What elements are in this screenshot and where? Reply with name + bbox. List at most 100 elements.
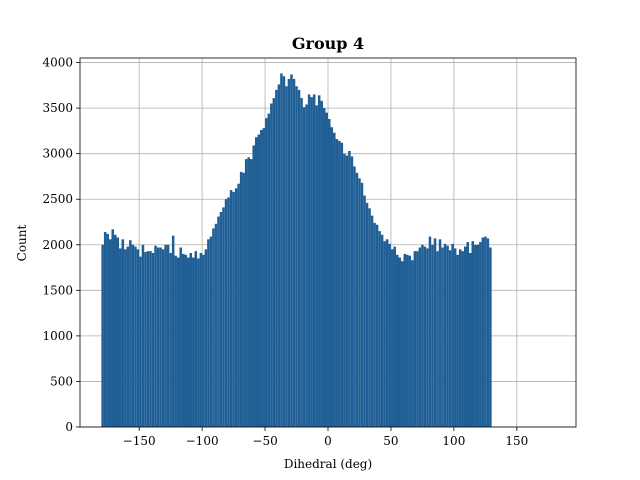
histogram-bar bbox=[116, 237, 120, 427]
histogram-bar bbox=[212, 228, 215, 427]
histogram-bar bbox=[244, 159, 248, 427]
histogram-bar bbox=[287, 78, 291, 427]
histogram-bar bbox=[476, 244, 480, 427]
histogram-bar bbox=[197, 258, 200, 427]
histogram-bar bbox=[423, 246, 427, 427]
histogram-bar bbox=[300, 98, 303, 427]
histogram-bar bbox=[320, 100, 323, 428]
histogram-bar bbox=[489, 247, 492, 427]
histogram-bar bbox=[411, 260, 414, 427]
histogram-bar bbox=[441, 247, 444, 427]
histogram-bar bbox=[171, 235, 175, 427]
histogram-bar bbox=[363, 195, 366, 427]
histogram-bar bbox=[421, 244, 424, 427]
y-tick-label: 0 bbox=[65, 420, 73, 434]
histogram-bar bbox=[262, 128, 266, 427]
y-tick-label: 2500 bbox=[42, 192, 73, 206]
histogram-bar bbox=[277, 84, 281, 427]
histogram-bar bbox=[237, 183, 240, 427]
x-tick-label: 0 bbox=[324, 434, 332, 448]
histogram-bar bbox=[448, 250, 452, 427]
histogram-bar bbox=[242, 172, 245, 427]
histogram-bar bbox=[151, 252, 155, 427]
histogram-bar bbox=[179, 247, 182, 427]
y-tick-label: 3500 bbox=[42, 101, 73, 115]
histogram-bar bbox=[156, 247, 160, 427]
histogram-bar bbox=[181, 253, 185, 427]
histogram-bar bbox=[295, 86, 298, 427]
histogram-bar bbox=[375, 224, 379, 427]
x-tick-label: −100 bbox=[186, 434, 219, 448]
histogram-bar bbox=[232, 191, 235, 427]
histogram-bar bbox=[164, 244, 167, 427]
histogram-bars bbox=[101, 73, 492, 428]
histogram-bar bbox=[161, 249, 165, 427]
histogram-bar bbox=[395, 254, 399, 427]
histogram-bar bbox=[398, 257, 402, 427]
histogram-bar bbox=[345, 155, 349, 427]
histogram-bar bbox=[343, 153, 346, 427]
histogram-bar bbox=[134, 246, 137, 427]
histogram-bar bbox=[360, 182, 364, 427]
histogram-bar bbox=[438, 239, 442, 427]
histogram-bar bbox=[436, 251, 439, 427]
histogram-bar bbox=[257, 134, 261, 428]
y-tick-label: 1000 bbox=[42, 329, 73, 343]
histogram-bar bbox=[176, 257, 180, 427]
histogram-bar bbox=[224, 199, 228, 427]
histogram-bar bbox=[486, 238, 490, 427]
histogram-bar bbox=[380, 234, 384, 427]
histogram-bar bbox=[187, 257, 190, 427]
histogram-bar bbox=[166, 244, 170, 427]
histogram-bar bbox=[474, 244, 477, 427]
histogram-bar bbox=[219, 211, 223, 427]
histogram-bar bbox=[378, 231, 381, 427]
histogram-bar bbox=[353, 166, 356, 427]
histogram-bar bbox=[328, 119, 331, 428]
histogram-bar bbox=[292, 78, 296, 427]
histogram-bar bbox=[413, 251, 417, 427]
histogram-bar bbox=[275, 89, 278, 427]
histogram-bar bbox=[139, 256, 142, 427]
histogram-bar bbox=[317, 95, 321, 427]
histogram-bar bbox=[202, 254, 205, 427]
histogram-bar bbox=[446, 245, 449, 427]
histogram-bar bbox=[214, 223, 218, 427]
histogram-bar bbox=[451, 243, 454, 427]
x-axis-ticks: −150 −100 −50 0 50 100 150 bbox=[123, 427, 528, 448]
histogram-bar bbox=[267, 113, 271, 428]
histogram-bar bbox=[189, 252, 193, 427]
x-tick-label: 50 bbox=[383, 434, 398, 448]
histogram-bar bbox=[403, 253, 407, 427]
histogram-bar bbox=[456, 254, 459, 427]
x-tick-label: −50 bbox=[252, 434, 277, 448]
histogram-bar bbox=[194, 251, 198, 427]
histogram-bar bbox=[136, 249, 140, 427]
histogram-bar bbox=[418, 247, 422, 427]
histogram-bar bbox=[383, 241, 386, 427]
histogram-bar bbox=[129, 240, 132, 427]
chart-title: Group 4 bbox=[292, 34, 364, 53]
histogram-bar bbox=[355, 172, 359, 427]
histogram-bar bbox=[101, 244, 104, 427]
histogram-bar bbox=[310, 97, 313, 427]
histogram-bar bbox=[174, 255, 177, 427]
histogram-bar bbox=[390, 249, 394, 427]
histogram-bar bbox=[108, 239, 112, 427]
histogram-bar bbox=[393, 246, 396, 427]
histogram-bar bbox=[348, 150, 351, 427]
histogram-bar bbox=[373, 222, 376, 427]
histogram-bar bbox=[471, 241, 475, 427]
histogram-bar bbox=[453, 248, 457, 427]
histogram-bar bbox=[217, 216, 220, 427]
histogram-bar bbox=[131, 244, 135, 427]
histogram-bar bbox=[103, 232, 107, 427]
histogram-bar bbox=[229, 190, 233, 427]
histogram-bar bbox=[428, 236, 432, 427]
histogram-bar bbox=[260, 129, 263, 427]
histogram-bar bbox=[302, 107, 306, 427]
histogram-bar bbox=[431, 244, 434, 427]
histogram-bar bbox=[272, 98, 276, 427]
histogram-bar bbox=[335, 139, 339, 428]
histogram-bar bbox=[468, 252, 472, 427]
